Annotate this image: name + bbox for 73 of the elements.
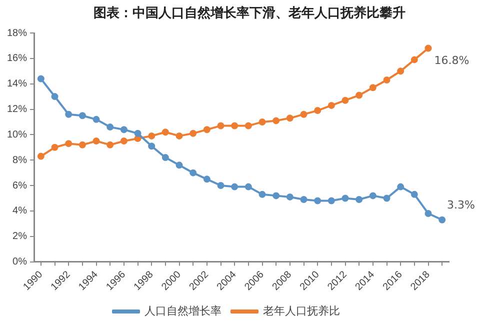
point (231, 122, 238, 130)
point (134, 130, 142, 137)
point (217, 182, 224, 190)
point (369, 192, 376, 200)
point (120, 126, 128, 134)
legend-label: 人口自然增长率 (144, 304, 222, 318)
point (244, 183, 252, 190)
point (356, 92, 363, 99)
point (120, 138, 128, 145)
point (438, 216, 446, 224)
point (397, 183, 404, 190)
point (272, 192, 280, 200)
y-tick-label: 10% (7, 129, 28, 140)
point (272, 117, 280, 124)
point (342, 194, 349, 202)
point (328, 102, 335, 109)
annotation: 16.8% (434, 54, 470, 68)
legend-label: 老年人口抚养比 (263, 304, 340, 318)
point (231, 183, 238, 190)
point (424, 210, 432, 217)
point (51, 93, 58, 100)
point (342, 96, 349, 104)
point (148, 132, 156, 140)
y-tick-label: 8% (12, 154, 28, 166)
point (162, 154, 169, 162)
y-tick-label: 12% (7, 104, 28, 116)
point (314, 197, 322, 204)
point (92, 116, 100, 123)
point (369, 84, 376, 92)
point (203, 126, 210, 134)
point (176, 162, 183, 169)
point (203, 176, 210, 183)
point (190, 169, 197, 176)
y-tick-label: 0% (12, 256, 28, 268)
y-tick-label: 18% (7, 28, 28, 39)
point (190, 130, 197, 137)
y-tick-label: 6% (12, 180, 28, 192)
point (410, 56, 418, 64)
point (37, 152, 44, 160)
point (78, 141, 86, 148)
point (217, 122, 224, 130)
point (300, 110, 308, 118)
y-tick-label: 2% (12, 231, 28, 242)
point (286, 114, 294, 122)
point (397, 68, 404, 75)
point (176, 132, 183, 140)
point (78, 112, 86, 120)
y-tick-label: 4% (12, 206, 28, 217)
y-tick-label: 14% (7, 78, 28, 90)
point (356, 196, 363, 204)
point (162, 128, 169, 136)
point (314, 107, 322, 114)
point (383, 194, 390, 202)
point (51, 144, 58, 151)
point (300, 196, 308, 204)
annotation: 3.3% (447, 198, 475, 212)
point (424, 44, 432, 52)
point (106, 124, 114, 131)
point (106, 141, 114, 148)
point (383, 76, 390, 84)
point (148, 142, 156, 150)
point (65, 110, 72, 118)
point (258, 118, 266, 126)
point (258, 190, 266, 198)
point (286, 193, 294, 200)
y-tick-label: 16% (7, 53, 28, 64)
chart-title: 图表：中国人口自然增长率下滑、老年人口抚养比攀升 (92, 4, 406, 22)
point (410, 190, 418, 198)
point (37, 75, 44, 82)
point (244, 122, 252, 130)
point (92, 138, 100, 145)
point (328, 197, 335, 204)
point (65, 140, 72, 148)
